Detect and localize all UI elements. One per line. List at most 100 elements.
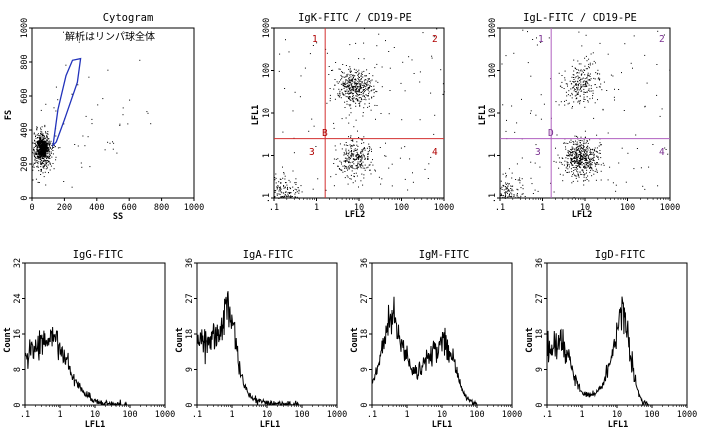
event-dot <box>586 60 588 62</box>
event-dot <box>366 69 368 71</box>
event-dot <box>593 150 595 152</box>
event-dot <box>573 70 575 72</box>
event-dot <box>359 83 361 85</box>
event-dot <box>584 164 586 166</box>
y-tick-label: 0 <box>360 402 370 407</box>
event-dot <box>47 152 49 154</box>
event-dot <box>351 86 353 88</box>
x-tick-label: 0 <box>29 203 34 213</box>
event-dot <box>350 135 352 137</box>
event-dot <box>361 87 363 89</box>
igl-cd19-quadrant-3-label: 3 <box>535 147 541 158</box>
event-dot <box>358 155 360 157</box>
event-dot <box>339 143 341 145</box>
event-dot <box>51 156 53 158</box>
x-tick-label: 1000 <box>660 203 680 213</box>
event-dot <box>342 76 344 78</box>
event-dot <box>360 87 362 89</box>
event-dot <box>147 112 149 114</box>
event-dot <box>345 117 347 119</box>
event-dot <box>289 181 291 183</box>
event-dot <box>358 97 360 99</box>
event-dot <box>589 62 591 64</box>
event-dot <box>524 196 526 197</box>
event-dot <box>350 139 352 141</box>
event-dot <box>563 88 565 89</box>
event-dot <box>586 96 588 98</box>
event-dot <box>348 149 350 151</box>
event-dot <box>32 169 34 171</box>
event-dot <box>520 195 522 197</box>
event-dot <box>360 159 362 161</box>
event-dot <box>580 158 582 160</box>
event-dot <box>600 157 602 159</box>
event-dot <box>575 175 577 177</box>
event-dot <box>359 166 361 168</box>
event-dot <box>35 157 37 159</box>
event-dot <box>571 94 573 96</box>
event-dot <box>385 155 387 157</box>
event-dot <box>408 56 410 58</box>
event-dot <box>363 89 365 91</box>
event-dot <box>365 99 367 101</box>
event-dot <box>577 161 579 163</box>
event-dot <box>510 196 512 197</box>
event-dot <box>351 165 353 166</box>
event-dot <box>576 72 578 74</box>
event-dot <box>42 152 45 155</box>
event-dot <box>43 158 45 160</box>
event-dot <box>33 149 35 151</box>
event-dot <box>596 172 598 173</box>
event-dot <box>381 86 383 88</box>
event-dot <box>39 140 42 142</box>
event-dot <box>404 90 406 92</box>
event-dot <box>590 159 592 161</box>
event-dot <box>502 104 504 106</box>
event-dot <box>345 86 347 88</box>
event-dot <box>581 158 583 160</box>
event-dot <box>592 95 594 97</box>
event-dot <box>597 72 599 74</box>
event-dot <box>592 97 593 99</box>
event-dot <box>588 166 590 168</box>
event-dot <box>364 164 366 166</box>
event-dot <box>590 167 592 169</box>
event-dot <box>589 98 591 100</box>
event-dot <box>572 147 574 149</box>
event-dot <box>44 141 47 143</box>
event-dot <box>55 110 57 112</box>
event-dot <box>33 132 35 134</box>
event-dot <box>44 126 46 128</box>
event-dot <box>348 114 350 116</box>
igl-cd19-events <box>500 29 671 199</box>
event-dot <box>595 179 597 181</box>
event-dot <box>576 87 578 89</box>
event-dot <box>294 91 296 93</box>
event-dot <box>316 42 318 44</box>
event-dot <box>360 151 362 153</box>
event-dot <box>597 156 599 158</box>
event-dot <box>669 69 671 71</box>
event-dot <box>353 126 355 128</box>
event-dot <box>590 90 592 92</box>
event-dot <box>347 86 349 88</box>
event-dot <box>530 177 532 179</box>
event-dot <box>590 157 592 159</box>
event-dot <box>325 189 327 191</box>
event-dot <box>48 140 50 142</box>
event-dot <box>282 196 283 198</box>
event-dot <box>344 177 346 179</box>
event-dot <box>311 118 313 120</box>
event-dot <box>43 158 44 159</box>
event-dot <box>344 101 346 103</box>
event-dot <box>364 79 366 81</box>
event-dot <box>580 152 582 154</box>
event-dot <box>40 144 43 147</box>
event-dot <box>353 151 355 152</box>
event-dot <box>332 69 334 71</box>
event-dot <box>599 79 600 81</box>
event-dot <box>615 190 617 192</box>
event-dot <box>349 80 351 82</box>
event-dot <box>530 112 531 114</box>
event-dot <box>579 79 581 81</box>
